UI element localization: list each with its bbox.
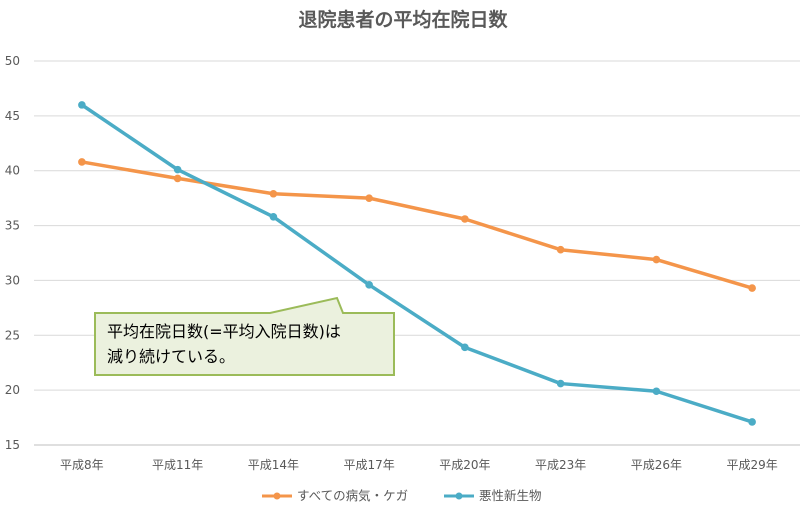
y-axis-ticks: 15 20 25 30 35 40 45 50	[5, 54, 20, 452]
x-axis-ticks: 平成8年 平成11年 平成14年 平成17年 平成20年 平成23年 平成26年 平成29年	[60, 458, 778, 472]
x-tick-label: 平成23年	[535, 458, 586, 472]
x-tick-label: 平成29年	[726, 458, 777, 472]
series-line-1	[80, 103, 754, 424]
y-tick-label: 30	[5, 273, 20, 287]
grid-lines	[34, 60, 800, 446]
y-tick-label: 15	[5, 438, 20, 452]
series-0	[78, 158, 756, 292]
data-point	[748, 284, 756, 292]
data-point	[269, 212, 278, 221]
legend: すべての病気・ケガ 悪性新生物	[262, 488, 542, 503]
y-tick-label: 45	[5, 109, 20, 123]
data-point	[461, 343, 469, 352]
data-point	[269, 189, 278, 198]
x-tick-label: 平成11年	[152, 458, 203, 472]
annotation-line-2: 減り続けている。	[107, 347, 235, 366]
legend-swatch-marker-0	[273, 492, 281, 500]
legend-swatch-marker-1	[455, 492, 463, 500]
data-point	[461, 215, 469, 223]
chart-title: 退院患者の平均在院日数	[298, 8, 508, 31]
legend-item-1: 悪性新生物	[444, 488, 542, 503]
data-point	[173, 174, 182, 183]
series-line-0	[80, 160, 754, 290]
data-point	[652, 255, 661, 264]
x-tick-label: 平成26年	[631, 458, 682, 472]
legend-item-0: すべての病気・ケガ	[262, 488, 408, 503]
y-tick-label: 20	[5, 383, 20, 397]
annotation-callout: 平均在院日数(=平均入院日数)は 減り続けている。	[94, 296, 395, 376]
x-tick-label: 平成8年	[60, 458, 104, 472]
data-point	[365, 194, 373, 202]
data-point	[556, 379, 565, 388]
x-tick-label: 平成17年	[343, 458, 394, 472]
series-layer	[78, 101, 756, 426]
data-point	[556, 245, 565, 254]
data-point	[748, 418, 756, 426]
y-tick-label: 50	[5, 54, 20, 68]
data-point	[78, 101, 86, 109]
series-1	[78, 101, 756, 426]
annotation-line-1: 平均在院日数(=平均入院日数)は	[107, 322, 341, 341]
data-point	[78, 158, 86, 166]
y-tick-label: 35	[5, 219, 20, 233]
y-tick-label: 40	[5, 164, 20, 178]
x-tick-label: 平成14年	[248, 458, 299, 472]
y-tick-label: 25	[5, 328, 20, 342]
data-point	[365, 281, 373, 289]
legend-label-0: すべての病気・ケガ	[297, 488, 408, 503]
data-point	[652, 387, 661, 396]
x-tick-label: 平成20年	[439, 458, 490, 472]
data-point	[173, 165, 182, 174]
annotation-callout-shape	[94, 296, 395, 376]
legend-label-1: 悪性新生物	[479, 488, 542, 503]
